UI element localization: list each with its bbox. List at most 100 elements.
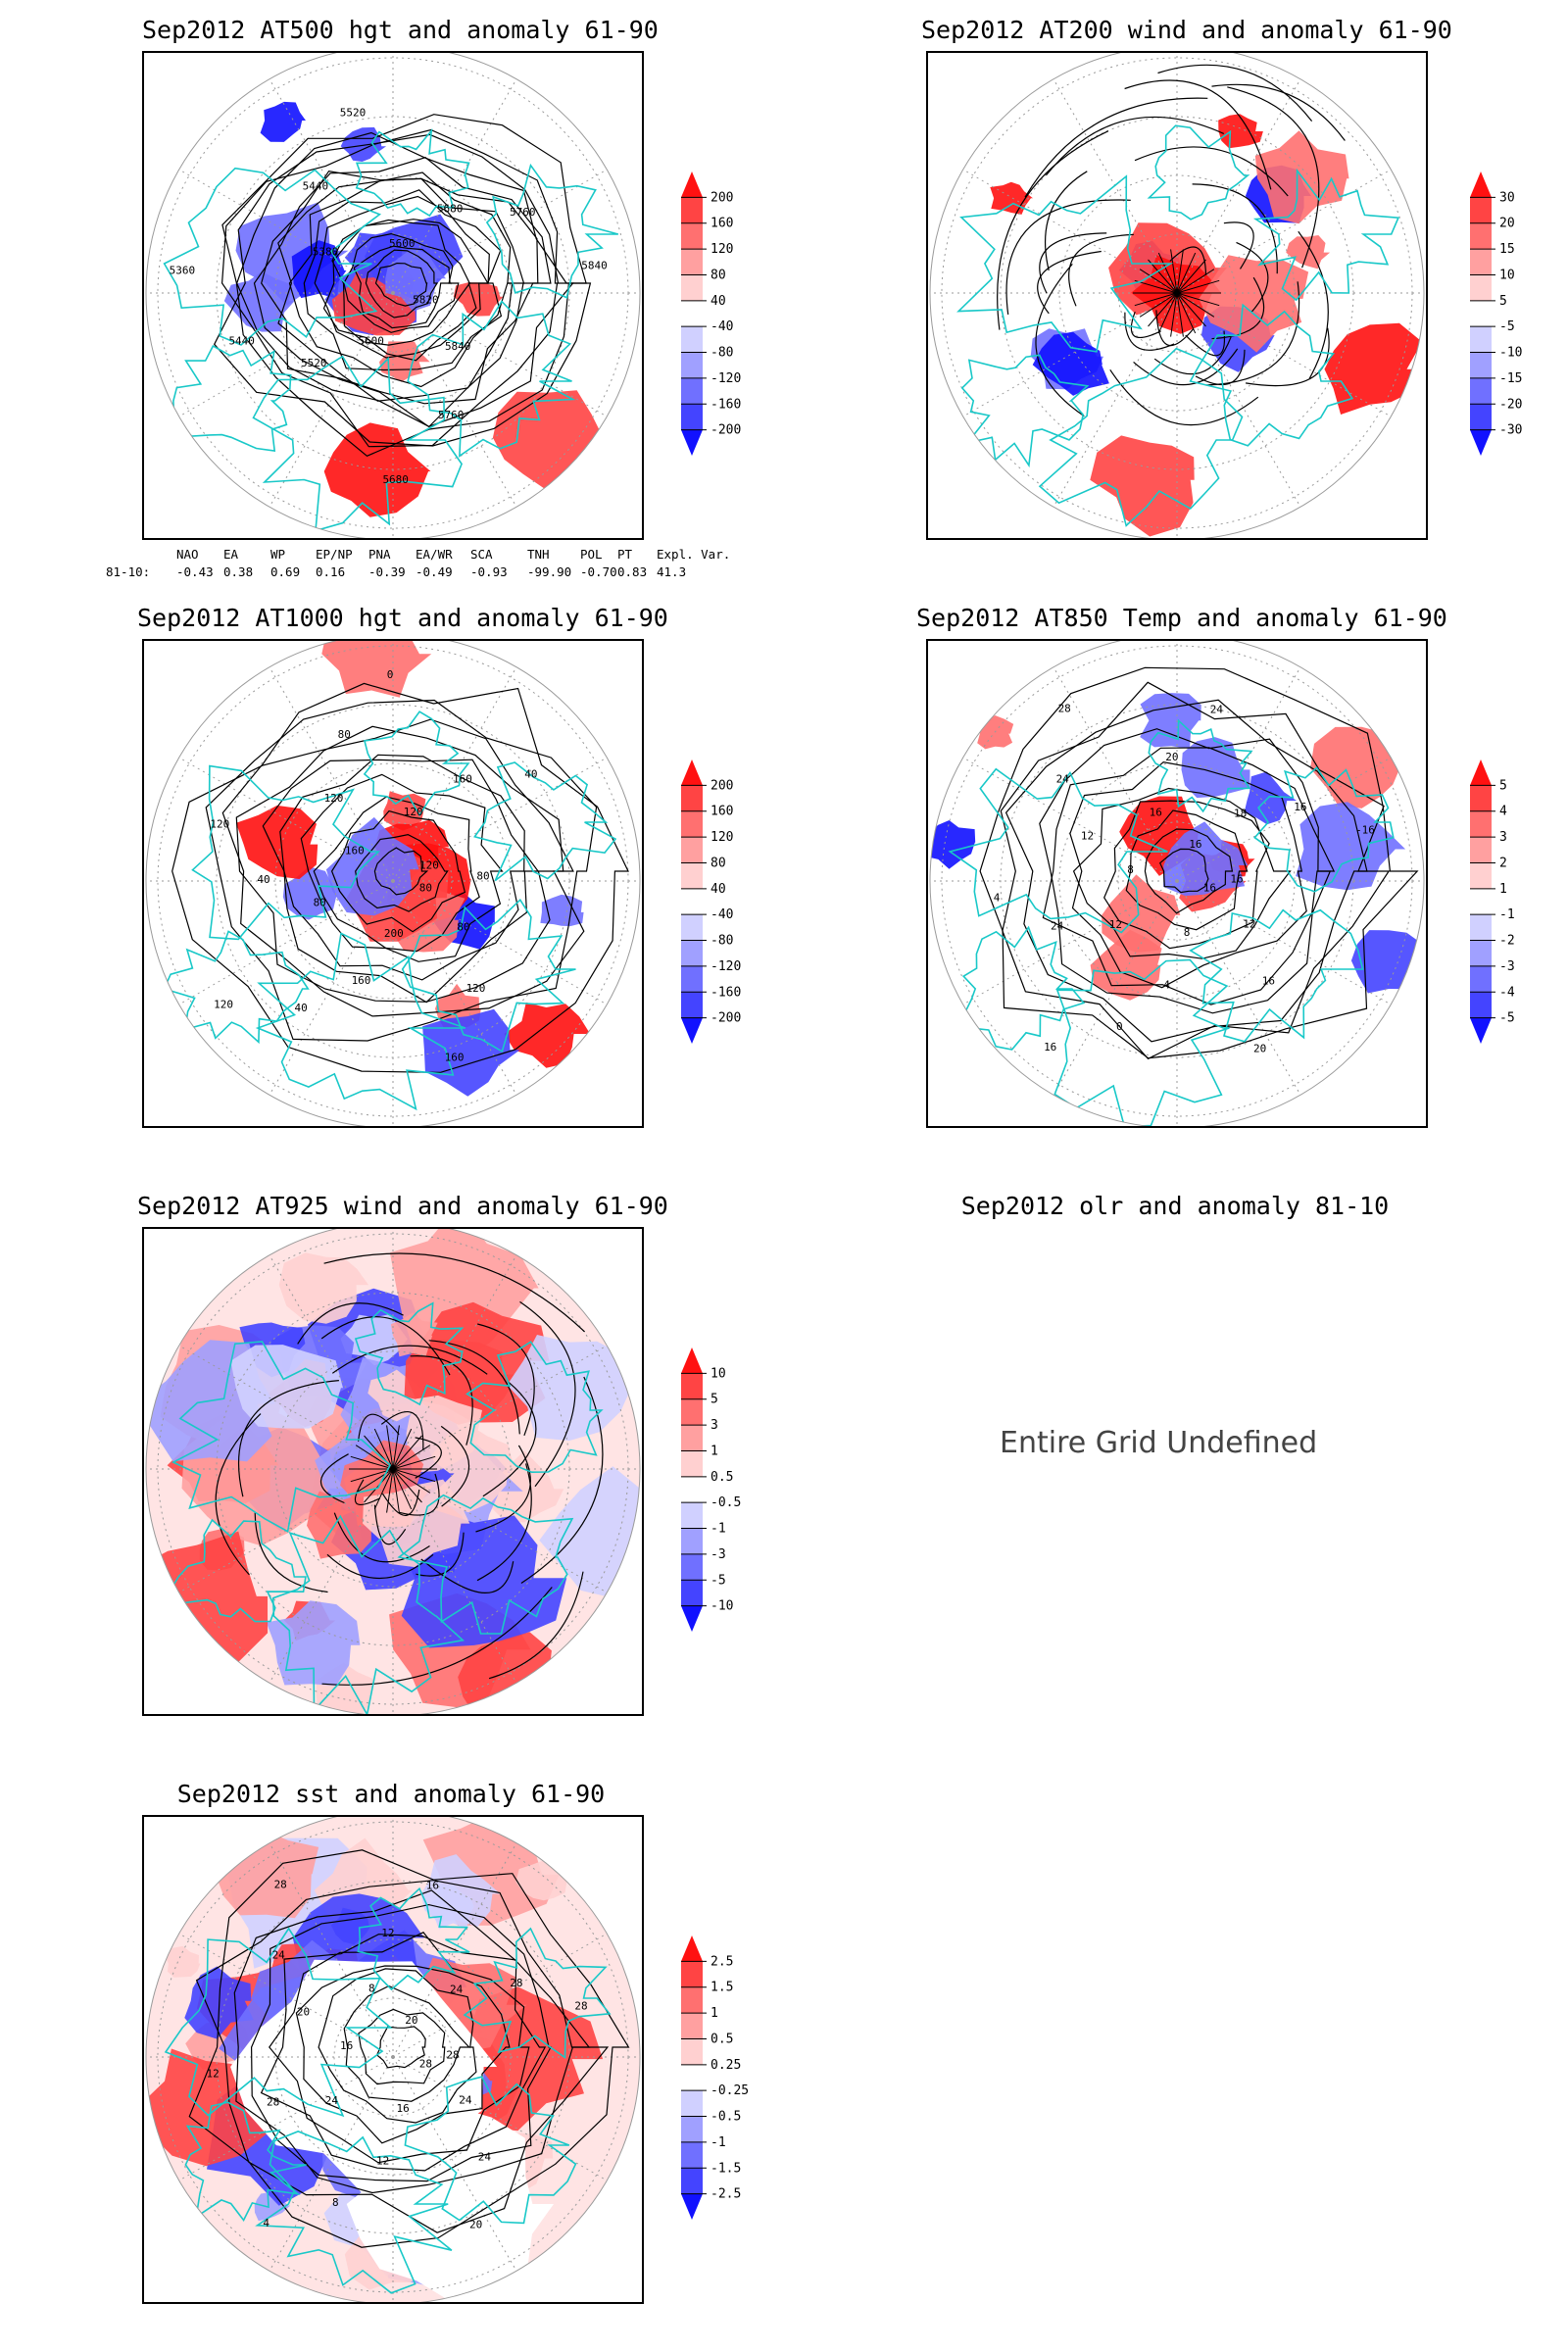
streamline — [355, 1445, 394, 1470]
colorbar-label: -1.5 — [710, 2161, 741, 2176]
contour-label: 12 — [376, 2155, 389, 2168]
undefined-grid-message: Entire Grid Undefined — [1000, 1426, 1318, 1460]
index-value: 0.69 — [270, 564, 301, 579]
colorbar-label: 1 — [1499, 882, 1507, 897]
streamline — [420, 1558, 514, 1593]
coastline — [948, 767, 1168, 934]
contour-label: 28 — [267, 2095, 279, 2108]
contour-line — [343, 232, 460, 333]
colorbar-label: 10 — [710, 1366, 726, 1381]
contour-label: 16 — [1150, 806, 1162, 818]
coastline — [271, 1514, 466, 1714]
panel-title: Sep2012 AT500 hgt and anomaly 61-90 — [142, 16, 659, 44]
colorbar-label: 200 — [710, 190, 733, 205]
contour-line — [262, 759, 540, 1004]
contour-label: 5520 — [301, 357, 327, 369]
colorbar-arrow-bottom — [1470, 1017, 1492, 1044]
streamline — [1039, 232, 1107, 294]
contour-label: 5360 — [170, 265, 196, 277]
contour-line — [374, 262, 428, 307]
colorbar-arrow-bottom — [681, 1017, 703, 1044]
colorbar-segment — [1470, 249, 1492, 275]
colorbar-label: -1 — [710, 2135, 726, 2150]
panel-title: Sep2012 AT1000 hgt and anomaly 61-90 — [137, 604, 668, 632]
coastline — [961, 925, 1086, 1051]
contour-line — [303, 189, 503, 371]
contour-label: 16 — [426, 1880, 439, 1892]
colorbar-segment — [681, 2013, 703, 2039]
streamline — [416, 1532, 465, 1577]
streamline — [1153, 336, 1232, 375]
streamline — [1037, 250, 1102, 315]
coastline — [397, 1494, 574, 1635]
contour-label: 80 — [476, 870, 489, 883]
meridian-line — [392, 1345, 608, 1470]
coastline — [956, 174, 1174, 353]
contour-line — [279, 754, 525, 981]
colorbar-segment — [681, 2038, 703, 2065]
meridian-line — [392, 757, 608, 882]
meridian-line — [1176, 78, 1301, 294]
colorbar-segment — [1470, 197, 1492, 223]
warm-anomaly-region — [1090, 435, 1195, 537]
streamline — [476, 1463, 532, 1582]
colorbar-segment — [681, 940, 703, 966]
contour-line — [314, 195, 490, 359]
cold-anomaly-region — [330, 1907, 371, 1945]
streamline — [410, 1355, 473, 1446]
colorbar-label: -0.5 — [710, 1495, 741, 1510]
warm-anomaly-region — [453, 282, 504, 317]
color-legend: 5 4 3 2 1 -1 -2 -3 -4 -5 — [1470, 760, 1568, 1044]
contour-label: 24 — [459, 2094, 472, 2107]
streamline — [1205, 281, 1300, 386]
streamline — [1157, 292, 1178, 334]
streamline — [1139, 269, 1178, 294]
contour-label: 12 — [381, 1927, 394, 1939]
colorbar-segment — [681, 888, 703, 915]
coastline — [1147, 124, 1250, 220]
colorbar-label: -10 — [710, 1599, 733, 1614]
streamline — [1176, 292, 1184, 337]
map-frame: 28 24 24 20 16 12 8 4 24 28 12 16 20 24 28 8 12 16 20 24 28 2… — [142, 1815, 644, 2304]
contour-label: 80 — [338, 728, 351, 741]
colorbar-label: -1 — [710, 1522, 726, 1537]
polar-stereographic-map: 5820 5840 5760 5680 5600 5520 5440 5360 5380 5440… — [145, 53, 641, 538]
contour-line — [365, 249, 439, 318]
streamline — [519, 1300, 576, 1488]
contour-label: 12 — [1081, 829, 1094, 842]
colorbar-segment — [681, 326, 703, 353]
index-value: -99.90 — [527, 564, 572, 579]
colorbar-label: 3 — [1499, 830, 1507, 845]
streamline — [354, 1479, 381, 1505]
index-value: -0.39 — [368, 564, 406, 579]
colorbar-segment — [681, 1986, 703, 2014]
contour-label: 24 — [325, 2094, 339, 2107]
index-header: TNH — [527, 547, 550, 562]
coastline — [163, 167, 382, 346]
cold-anomaly-region — [1032, 331, 1109, 396]
warm-anomaly-region — [406, 1395, 482, 1473]
contour-line — [1004, 699, 1368, 1043]
coastline — [1148, 718, 1253, 813]
colorbar-label: -30 — [1499, 423, 1522, 438]
colorbar-label: 160 — [710, 805, 733, 819]
colorbar-segment — [681, 2116, 703, 2142]
contour-line — [353, 245, 451, 329]
streamline — [392, 1468, 436, 1483]
streamline — [1223, 221, 1254, 270]
coastline — [184, 2101, 307, 2223]
contour-label: 16 — [1189, 838, 1201, 851]
index-header: Expl. Var. — [657, 547, 731, 562]
contour-label: 40 — [257, 873, 270, 886]
contour-line — [1072, 787, 1292, 959]
streamline — [1176, 249, 1184, 294]
cold-anomaly-region — [1181, 737, 1250, 799]
colorbar-label: -0.25 — [710, 2083, 749, 2098]
streamline — [392, 1455, 436, 1470]
cold-anomaly-region — [340, 126, 387, 162]
contour-label: 12 — [1243, 918, 1255, 931]
contour-label: 5600 — [389, 237, 416, 250]
polar-stereographic-map: 16 12 16 20 8 4 0 16 12 24 4 8 12 24 28 16 20 24 16 18 16 -16… — [929, 641, 1425, 1126]
colorbar-segment — [681, 2064, 703, 2091]
index-row-label: 81-10: — [106, 564, 151, 579]
